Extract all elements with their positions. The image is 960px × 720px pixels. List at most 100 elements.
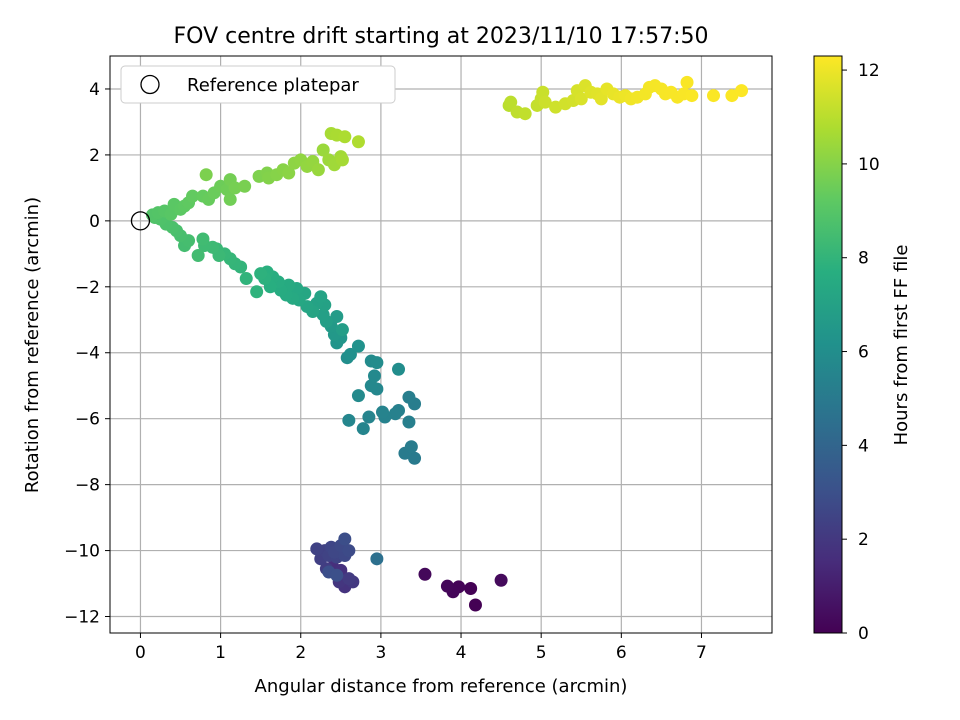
scatter-point: [536, 85, 550, 99]
scatter-point: [199, 168, 213, 182]
y-axis-ticks: 4 2 0 −2 −4 −6 −8 −10 −12: [64, 80, 110, 628]
x-axis-ticks: 0 1 2 3 4 5 6 7: [135, 633, 707, 663]
scatter-point: [342, 572, 356, 586]
y-tick-label: −12: [64, 608, 100, 628]
reference-platepar-marker: [130, 211, 151, 231]
scatter-point: [725, 89, 739, 103]
scatter-point: [343, 347, 357, 361]
scatter-point: [338, 532, 352, 546]
colorbar-tick-label: 6: [858, 343, 869, 363]
colorbar-tick-label: 2: [858, 530, 869, 550]
scatter-point: [239, 272, 253, 286]
scatter-point: [468, 598, 482, 612]
x-tick-label: 7: [696, 643, 707, 663]
scatter-point: [351, 339, 365, 353]
colorbar-tick-label: 0: [858, 624, 869, 644]
scatter-point: [404, 440, 418, 454]
legend-box: [120, 65, 396, 104]
scatter-points: [145, 75, 749, 612]
y-tick-label: 4: [89, 80, 100, 100]
y-tick-label: 2: [89, 146, 100, 166]
legend-entry: Reference platepar: [187, 75, 359, 96]
scatter-point: [223, 192, 237, 206]
y-tick-label: −6: [75, 410, 100, 430]
x-tick-label: 2: [295, 643, 306, 663]
scatter-point: [310, 542, 324, 556]
scatter-point: [367, 369, 381, 383]
colorbar-tick-label: 4: [858, 436, 869, 456]
y-tick-label: −8: [75, 476, 100, 496]
colorbar-ticks: 0 2 4 6 8 10 12: [842, 61, 880, 644]
scatter-point: [330, 309, 344, 323]
scatter-point: [186, 189, 200, 203]
x-tick-label: 5: [536, 643, 547, 663]
y-tick-label: −2: [75, 278, 100, 298]
scatter-point: [342, 544, 356, 558]
scatter-point: [680, 75, 694, 89]
y-tick-label: −10: [64, 542, 100, 562]
legend: Reference platepar: [120, 65, 396, 104]
colorbar-gradient: [813, 55, 843, 634]
scatter-point: [238, 179, 252, 193]
scatter-point: [518, 107, 532, 121]
x-tick-label: 4: [456, 643, 467, 663]
scatter-point: [228, 181, 242, 195]
scatter-point: [538, 95, 552, 109]
scatter-point: [356, 422, 370, 436]
scatter-point: [342, 413, 356, 427]
scatter-point: [335, 323, 349, 337]
y-tick-label: 0: [89, 212, 100, 232]
scatter-point: [494, 573, 508, 587]
scatter-point: [464, 581, 478, 595]
scatter-point: [311, 163, 325, 177]
scatter-point: [316, 308, 330, 322]
colorbar-tick-label: 8: [858, 249, 869, 269]
scatter-point: [370, 356, 384, 370]
scatter-point: [594, 92, 608, 106]
x-tick-label: 0: [135, 643, 146, 663]
y-axis-label: Rotation from reference (arcmin): [22, 197, 43, 493]
scatter-point: [164, 207, 178, 221]
scatter-point: [335, 153, 349, 167]
scatter-point: [735, 84, 749, 98]
chart-title: FOV centre drift starting at 2023/11/10 …: [174, 24, 709, 49]
scatter-point: [706, 89, 720, 103]
colorbar: 0 2 4 6 8 10 12 Hours from first FF file: [813, 55, 912, 644]
scatter-point: [418, 567, 432, 581]
scatter-point: [254, 267, 268, 281]
scatter-point: [351, 135, 365, 149]
plot-frame: [109, 55, 773, 634]
x-tick-label: 6: [616, 643, 627, 663]
x-axis-label: Angular distance from reference (arcmin): [255, 676, 628, 697]
scatter-point: [408, 451, 422, 465]
scatter-point: [364, 379, 378, 393]
scatter-point: [282, 166, 296, 180]
scatter-point: [191, 248, 205, 262]
scatter-point: [316, 143, 330, 157]
scatter-point: [370, 552, 384, 566]
legend-marker: [140, 74, 160, 95]
colorbar-tick-label: 10: [858, 155, 880, 175]
scatter-point: [402, 415, 416, 429]
grid-lines: [110, 56, 772, 633]
colorbar-label: Hours from first FF file: [891, 245, 912, 446]
x-tick-label: 3: [375, 643, 386, 663]
scatter-point: [440, 579, 454, 593]
scatter-point: [375, 405, 389, 419]
scatter-point: [351, 389, 365, 403]
scatter-point: [388, 407, 402, 421]
x-tick-label: 1: [215, 643, 226, 663]
scatter-point: [574, 92, 588, 106]
scatter-point: [314, 290, 328, 304]
scatter-point: [504, 95, 518, 109]
scatter-point: [338, 130, 352, 144]
scatter-point: [196, 232, 210, 246]
scatter-point: [250, 285, 264, 299]
scatter-point: [402, 390, 416, 404]
scatter-point: [362, 410, 376, 424]
y-tick-label: −4: [75, 344, 100, 364]
scatter-point: [685, 89, 699, 103]
colorbar-tick-label: 12: [858, 61, 880, 81]
scatter-point: [330, 568, 344, 582]
